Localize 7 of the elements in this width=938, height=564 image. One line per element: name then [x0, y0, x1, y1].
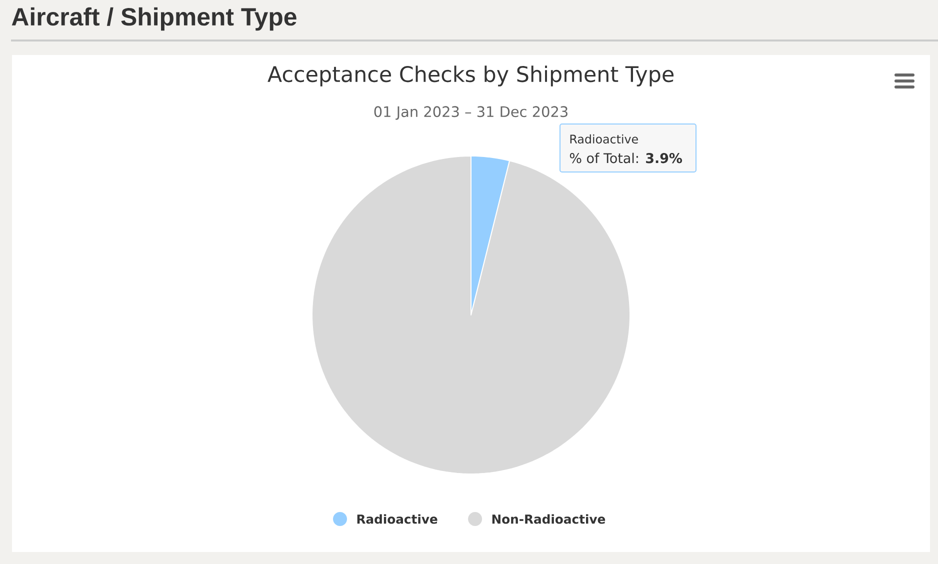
text: % of Total: 3.9%: [570, 152, 682, 164]
chart-subtitle: 01 Jan 2023 – 31 Dec 2023: [374, 106, 568, 120]
text: Radioactive: [570, 134, 638, 144]
legend-label: Non-Radioactive: [492, 514, 606, 524]
legend-label: Radioactive: [357, 514, 438, 524]
text: Aircraft / Shipment Type: [12, 7, 296, 31]
chart-title: Acceptance Checks by Shipment Type: [268, 66, 674, 86]
